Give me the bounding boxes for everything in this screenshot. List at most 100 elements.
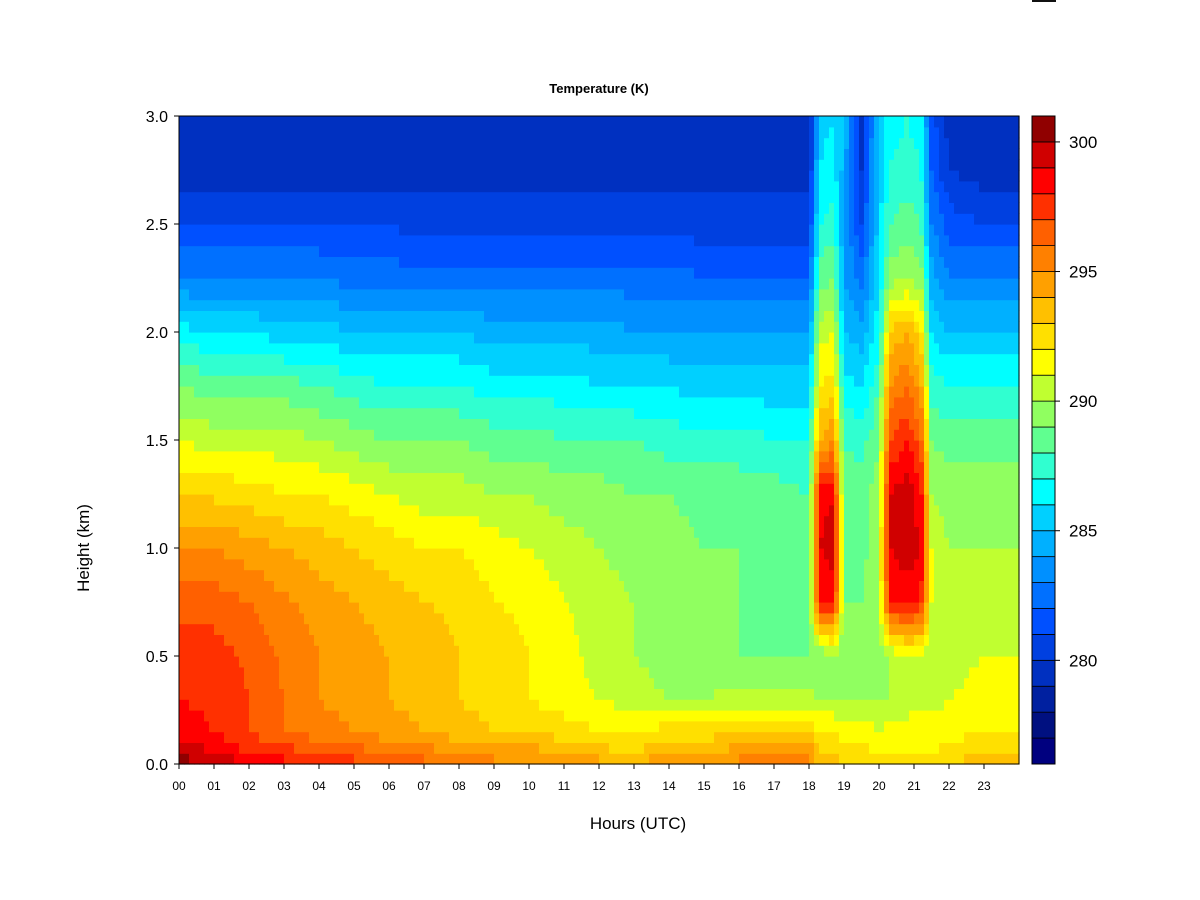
heatmap-cell bbox=[234, 688, 240, 700]
heatmap-cell bbox=[549, 386, 555, 398]
heatmap-cell bbox=[354, 256, 360, 268]
heatmap-cell bbox=[224, 234, 230, 247]
heatmap-cell bbox=[194, 375, 200, 387]
heatmap-cell bbox=[424, 580, 430, 592]
heatmap-cell bbox=[464, 321, 470, 333]
heatmap-cell bbox=[474, 418, 480, 430]
heatmap-cell bbox=[509, 213, 515, 225]
heatmap-cell bbox=[454, 494, 460, 506]
heatmap-cell bbox=[279, 332, 285, 344]
heatmap-cell bbox=[574, 580, 580, 592]
heatmap-cell bbox=[349, 353, 355, 365]
heatmap-cell bbox=[204, 731, 210, 743]
heatmap-cell bbox=[234, 170, 240, 182]
heatmap-cell bbox=[204, 213, 210, 225]
heatmap-cell bbox=[194, 245, 200, 257]
heatmap-cell bbox=[284, 450, 290, 463]
heatmap-cell bbox=[479, 396, 485, 409]
heatmap-cell bbox=[304, 126, 310, 139]
heatmap-cell bbox=[284, 591, 290, 603]
heatmap-cell bbox=[434, 332, 440, 344]
heatmap-cell bbox=[444, 234, 450, 247]
heatmap-cell bbox=[289, 396, 295, 409]
heatmap-cell bbox=[469, 591, 475, 603]
heatmap-cell bbox=[264, 666, 270, 679]
heatmap-cell bbox=[464, 245, 470, 257]
heatmap-cell bbox=[524, 753, 530, 765]
heatmap-cell bbox=[434, 623, 440, 635]
heatmap-cell bbox=[254, 515, 260, 527]
heatmap-cell bbox=[564, 710, 570, 722]
heatmap-cell bbox=[434, 612, 440, 625]
heatmap-cell bbox=[249, 170, 255, 182]
heatmap-cell bbox=[469, 720, 475, 733]
heatmap-cell bbox=[344, 558, 350, 571]
heatmap-cell bbox=[509, 224, 515, 236]
heatmap-cell bbox=[199, 710, 205, 722]
heatmap-cell bbox=[384, 256, 390, 268]
heatmap-cell bbox=[299, 126, 305, 139]
heatmap-cell bbox=[429, 731, 435, 743]
heatmap-cell bbox=[419, 753, 425, 765]
heatmap-cell bbox=[399, 558, 405, 571]
heatmap-cell bbox=[514, 602, 520, 614]
heatmap-cell bbox=[324, 666, 330, 679]
heatmap-cell bbox=[554, 494, 560, 506]
heatmap-cell bbox=[429, 396, 435, 409]
heatmap-cell bbox=[454, 450, 460, 463]
heatmap-cell bbox=[289, 612, 295, 625]
heatmap-cell bbox=[249, 191, 255, 203]
heatmap-cell bbox=[399, 364, 405, 376]
heatmap-cell bbox=[339, 515, 345, 527]
heatmap-cell bbox=[254, 375, 260, 387]
heatmap-cell bbox=[579, 267, 585, 279]
heatmap-cell bbox=[584, 623, 590, 635]
heatmap-cell bbox=[544, 461, 550, 473]
heatmap-cell bbox=[449, 742, 455, 754]
heatmap-cell bbox=[569, 288, 575, 301]
heatmap-cell bbox=[374, 180, 380, 193]
heatmap-cell bbox=[224, 224, 230, 236]
heatmap-cell bbox=[469, 407, 475, 419]
heatmap-cell bbox=[359, 656, 365, 668]
heatmap-cell bbox=[234, 602, 240, 614]
heatmap-cell bbox=[474, 699, 480, 711]
heatmap-cell bbox=[564, 278, 570, 290]
heatmap-cell bbox=[239, 494, 245, 506]
heatmap-cell bbox=[264, 440, 270, 452]
heatmap-cell bbox=[304, 548, 310, 560]
heatmap-cell bbox=[424, 407, 430, 419]
heatmap-cell bbox=[284, 612, 290, 625]
heatmap-cell bbox=[439, 602, 445, 614]
heatmap-cell bbox=[589, 666, 595, 679]
heatmap-cell bbox=[189, 288, 195, 301]
heatmap-cell bbox=[234, 256, 240, 268]
heatmap-cell bbox=[494, 504, 500, 517]
heatmap-cell bbox=[449, 591, 455, 603]
heatmap-cell bbox=[579, 526, 585, 538]
heatmap-cell bbox=[519, 386, 525, 398]
heatmap-cell bbox=[209, 710, 215, 722]
heatmap-cell bbox=[434, 396, 440, 409]
heatmap-cell bbox=[359, 396, 365, 409]
heatmap-cell bbox=[229, 116, 235, 128]
heatmap-cell bbox=[354, 472, 360, 484]
heatmap-cell bbox=[504, 623, 510, 635]
heatmap-cell bbox=[384, 656, 390, 668]
heatmap-cell bbox=[444, 720, 450, 733]
heatmap-cell bbox=[304, 342, 310, 355]
heatmap-cell bbox=[499, 537, 505, 549]
heatmap-cell bbox=[524, 731, 530, 743]
heatmap-cell bbox=[409, 407, 415, 419]
heatmap-cell bbox=[389, 645, 395, 657]
heatmap-cell bbox=[514, 148, 520, 160]
heatmap-cell bbox=[279, 429, 285, 441]
heatmap-cell bbox=[529, 483, 535, 495]
heatmap-cell bbox=[219, 245, 225, 257]
heatmap-cell bbox=[459, 299, 465, 311]
heatmap-cell bbox=[479, 720, 485, 733]
heatmap-cell bbox=[539, 310, 545, 322]
heatmap-cell bbox=[314, 591, 320, 603]
heatmap-cell bbox=[244, 213, 250, 225]
heatmap-cell bbox=[344, 612, 350, 625]
